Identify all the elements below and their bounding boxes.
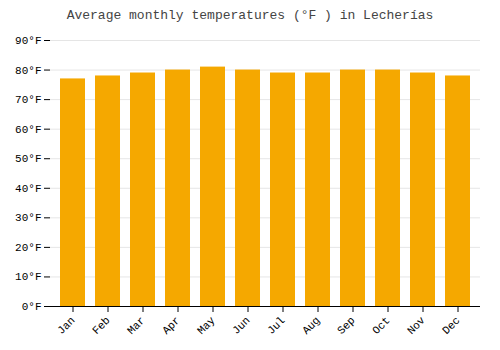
svg-text:0°F: 0°F xyxy=(22,301,42,313)
svg-text:Dec: Dec xyxy=(440,314,462,336)
svg-text:Mar: Mar xyxy=(125,314,147,336)
svg-text:60°F: 60°F xyxy=(15,124,41,136)
svg-text:Nov: Nov xyxy=(405,314,428,337)
svg-text:Feb: Feb xyxy=(90,314,112,336)
svg-text:Jan: Jan xyxy=(55,314,77,336)
svg-text:Oct: Oct xyxy=(370,314,392,336)
svg-text:Apr: Apr xyxy=(160,314,182,336)
svg-text:50°F: 50°F xyxy=(15,153,41,165)
svg-text:10°F: 10°F xyxy=(15,271,41,283)
svg-text:Aug: Aug xyxy=(300,314,322,336)
svg-text:Jul: Jul xyxy=(265,314,287,336)
svg-text:40°F: 40°F xyxy=(15,183,41,195)
svg-text:90°F: 90°F xyxy=(15,35,41,47)
svg-text:Sep: Sep xyxy=(335,314,357,336)
svg-text:May: May xyxy=(195,314,218,337)
svg-text:30°F: 30°F xyxy=(15,212,41,224)
svg-text:70°F: 70°F xyxy=(15,94,41,106)
svg-text:20°F: 20°F xyxy=(15,242,41,254)
html-text:Average monthly temperatures (: Average monthly temperatures (°F ) in Le… xyxy=(66,8,434,23)
svg-text:80°F: 80°F xyxy=(15,65,41,77)
svg-text:Jun: Jun xyxy=(230,314,252,336)
